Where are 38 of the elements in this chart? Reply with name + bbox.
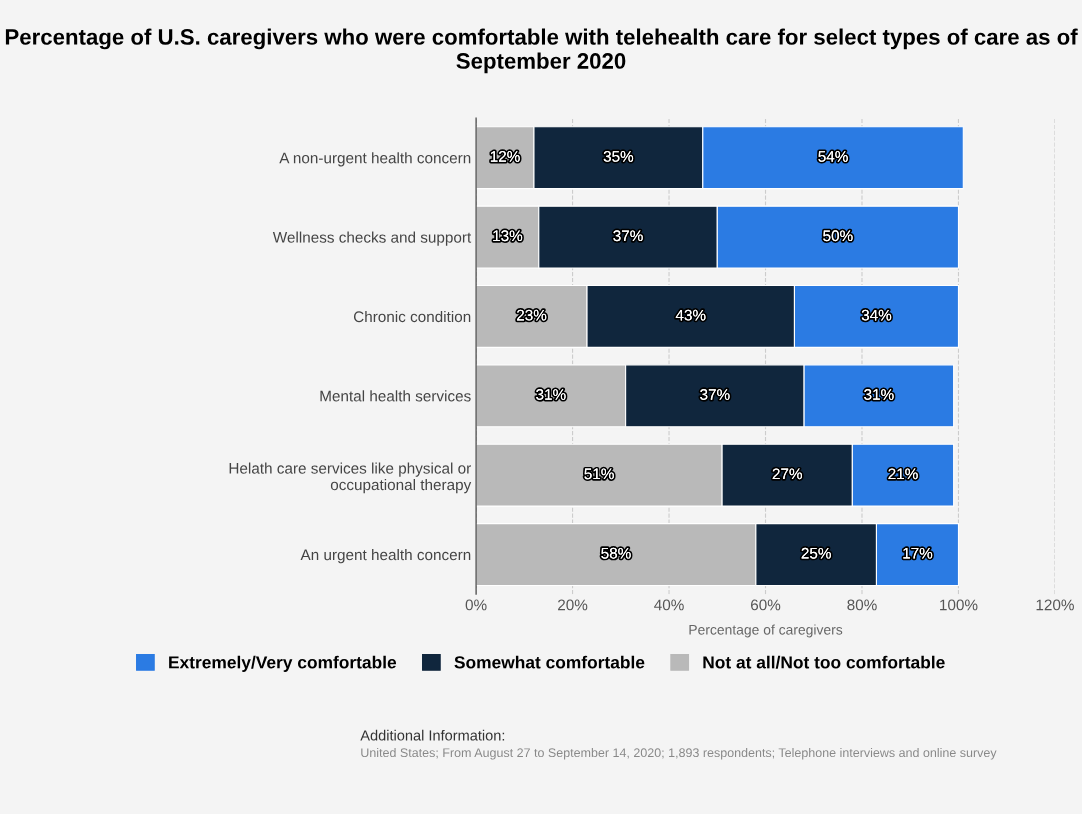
data-label: 54%	[818, 151, 848, 162]
x-tick-label: 60%	[751, 599, 781, 611]
data-label: 31%	[864, 389, 894, 400]
y-tick-label: An urgent health concern	[300, 549, 471, 564]
chart-title: Percentage of U.S. caregivers who were comfortable with telehealth care for select types of care as of September 2020	[5, 28, 1078, 74]
x-tick-label: 100%	[940, 599, 978, 611]
data-label: 23%	[517, 309, 547, 321]
y-tick-label: Chronic condition	[353, 310, 471, 323]
text: Additional Information:	[360, 729, 505, 741]
x-axis-title: Percentage of caregivers	[689, 624, 843, 638]
data-label: 37%	[700, 389, 730, 400]
data-label: 51%	[584, 468, 614, 480]
data-label: 37%	[613, 230, 643, 242]
x-tick-label: 80%	[847, 599, 877, 611]
data-label: 34%	[861, 309, 892, 321]
x-tick-label: 120%	[1036, 599, 1074, 611]
data-label: 17%	[903, 547, 933, 559]
data-label: 13%	[493, 230, 523, 242]
legend-label: Not at all/Not too comfortable	[703, 655, 945, 669]
y-tick-label: A non-urgent health concern	[279, 152, 471, 167]
x-tick-label: 20%	[558, 599, 588, 611]
x-tick-label: 0%	[465, 599, 487, 611]
data-label: 25%	[801, 547, 831, 559]
data-label: 31%	[536, 389, 566, 400]
data-label: 12%	[490, 151, 520, 162]
data-label: 50%	[823, 230, 853, 242]
data-label: 27%	[772, 468, 802, 480]
legend-label: Somewhat comfortable	[454, 655, 645, 669]
x-tick-label: 40%	[654, 599, 684, 611]
data-label: 58%	[601, 547, 631, 559]
data-label: 43%	[675, 309, 706, 321]
data-label: 21%	[888, 468, 918, 480]
data-label: 35%	[603, 151, 634, 162]
y-tick-label: Wellness checks and support	[272, 231, 472, 246]
legend-label: Extremely/Very comfortable	[169, 655, 397, 672]
y-tick-label: Mental health services	[320, 390, 471, 402]
text: United States; From August 27 to September 14, 2020; 1,893 respondents; Telephone interviews and online survey	[361, 747, 997, 760]
y-tick-label: Helath care services like physical or occupational therapy	[229, 462, 472, 494]
